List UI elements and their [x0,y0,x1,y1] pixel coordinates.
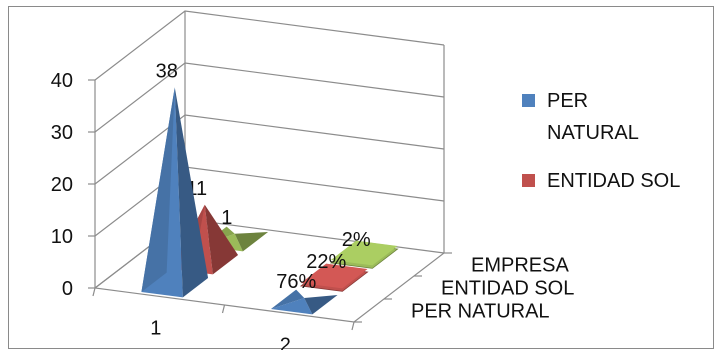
depth-axis-label: ENTIDAD SOL [441,278,574,300]
pyramid-front-face [270,298,313,315]
pyramid-side-face [304,295,338,315]
x-category-label: 2 [280,335,291,351]
depth-axis-label: PER NATURAL [411,301,550,323]
pyramid-top [330,240,398,266]
y-tick-label: 30 [51,122,73,144]
legend-label: NATURAL [547,122,639,144]
pyramid-side-face [204,204,239,275]
pyramid-side-face [234,232,269,252]
legend-swatch [522,174,535,187]
x-tick-mark [221,304,226,314]
x-tick-mark [92,287,96,297]
legend-label: PER [547,90,588,112]
pyramid-side-face [174,87,209,298]
data-label: 2% [342,229,371,251]
legend: PER NATURAL ENTIDAD SOL [522,90,680,192]
pyramid-left-face [270,289,305,309]
data-label: 76% [276,271,316,293]
y-tick-label: 20 [51,174,73,196]
pyramid-left-face [141,87,175,292]
legend-label: ENTIDAD SOL [547,170,680,192]
gridline [94,62,445,133]
data-label: 1 [221,207,232,229]
y-tick-label: 40 [51,70,73,92]
pyramid [141,87,209,298]
pyramid [270,289,338,315]
data-label: 22% [306,251,346,273]
x-category-label: 1 [150,318,161,340]
y-tick-label: 10 [51,226,73,248]
chart-frame: 0 10 20 30 40 1 2 PER NATURAL ENTIDAD SOL EMPRESA… [8,6,714,351]
x-tick-mark [351,321,355,331]
gridline [94,114,445,185]
pyramid [299,263,369,292]
depth-axis-label: EMPRESA [471,255,569,277]
y-tick-label: 0 [62,278,73,300]
legend-swatch [522,94,535,107]
data-label: 38 [156,60,178,82]
gridline [94,166,445,237]
pyramid [329,240,399,269]
pyramid-top [300,263,368,289]
gridline [94,10,445,81]
